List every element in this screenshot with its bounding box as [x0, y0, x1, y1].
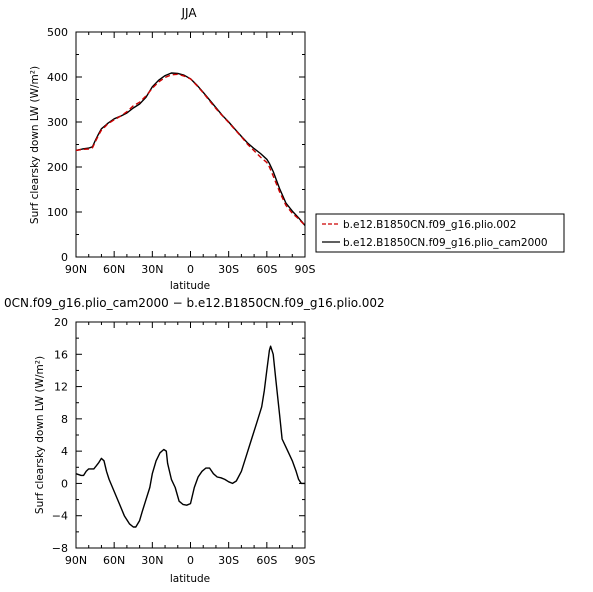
top-x-axis-label: latitude — [170, 280, 210, 292]
bottom-y-axis-label: Surf clearsky down LW (W/m²) — [34, 356, 46, 514]
top-y-tick-label: 300 — [47, 116, 68, 129]
top-plot-frame — [75, 31, 306, 258]
bottom-y-tick-label: 4 — [61, 445, 68, 458]
bottom-y-tick-label: 20 — [54, 316, 68, 329]
top-series-lines — [75, 72, 306, 226]
bottom-x-tick-label: 60N — [103, 554, 125, 567]
bottom-y-tick-label: 8 — [61, 413, 68, 426]
top-x-tick-label: 0 — [187, 263, 194, 276]
bottom-y-tick-label: 0 — [61, 477, 68, 490]
bottom-x-tick-label: 90N — [65, 554, 87, 567]
bottom-x-tick-label: 0 — [187, 554, 194, 567]
top-panel: JJA 90N 60N 30N 0 30S 60S 90S0100200300400500 … — [29, 6, 316, 292]
top-x-tick-label: 30S — [218, 263, 239, 276]
top-series-line-1 — [75, 73, 306, 226]
bottom-panel-title: 0CN.f09_g16.plio_cam2000 − b.e12.B1850CN… — [4, 296, 385, 310]
bottom-y-tick-label: −8 — [52, 542, 68, 555]
legend-label-plio-cam2000: b.e12.B1850CN.f09_g16.plio_cam2000 — [343, 237, 548, 249]
top-y-tick-label: 500 — [47, 26, 68, 39]
bottom-x-tick-label: 90S — [295, 554, 316, 567]
top-y-tick-label: 0 — [61, 251, 68, 264]
top-y-tick-label: 200 — [47, 161, 68, 174]
bottom-series-line-1 — [75, 345, 305, 528]
top-x-tick-label: 60S — [256, 263, 277, 276]
legend-label-plio-002: b.e12.B1850CN.f09_g16.plio.002 — [343, 219, 516, 231]
bottom-axis-ticks: 90N 60N 30N 0 30S 60S 90S −8 −4 0 4 8 12 16 20 — [52, 316, 316, 567]
bottom-plot-frame — [75, 321, 306, 549]
bottom-series-lines — [75, 345, 305, 528]
bottom-y-tick-label: 16 — [54, 348, 68, 361]
legend-box — [315, 213, 565, 253]
bottom-x-tick-label: 30N — [141, 554, 163, 567]
bottom-y-tick-label: 12 — [54, 381, 68, 394]
top-panel-title: JJA — [180, 6, 197, 20]
top-axis-ticks: 90N 60N 30N 0 30S 60S 90S 0 100 200 300 400 500 — [47, 26, 316, 276]
top-series-line-2 — [75, 72, 306, 226]
top-y-tick-label: 400 — [47, 71, 68, 84]
bottom-y-tick-label: −4 — [52, 510, 68, 523]
bottom-x-tick-label: 30S — [218, 554, 239, 567]
top-x-tick-label: 90N — [65, 263, 87, 276]
legend: b.e12.B1850CN.f09_g16.plio.002 b.e12.B18… — [315, 213, 565, 253]
bottom-x-axis-label: latitude — [170, 573, 210, 585]
bottom-x-tick-label: 60S — [256, 554, 277, 567]
top-x-tick-label: 30N — [141, 263, 163, 276]
top-y-axis-label: Surf clearsky down LW (W/m²) — [29, 66, 41, 224]
top-x-tick-label: 90S — [295, 263, 316, 276]
top-x-tick-label: 60N — [103, 263, 125, 276]
bottom-panel: 0CN.f09_g16.plio_cam2000 − b.e12.B1850CN… — [4, 296, 385, 585]
top-y-tick-label: 100 — [47, 206, 68, 219]
